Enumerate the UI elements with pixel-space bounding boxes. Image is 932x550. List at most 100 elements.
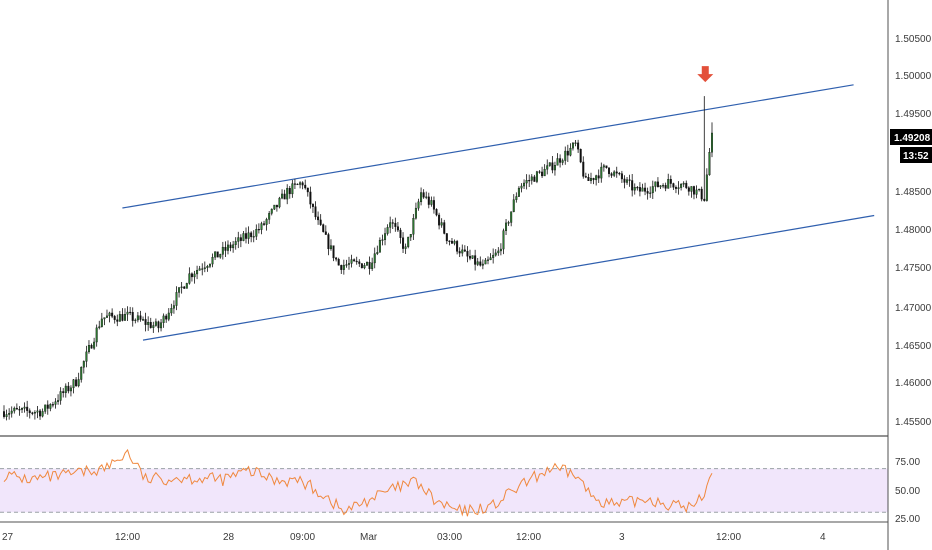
candle — [438, 212, 441, 230]
candle — [574, 140, 577, 147]
time-tick-label: 12:00 — [716, 532, 741, 543]
candle — [368, 256, 371, 275]
candle — [69, 385, 72, 397]
candle — [44, 404, 47, 414]
candle — [139, 310, 142, 322]
time-axis[interactable]: 27 12:00 28 09:00 Mar 03:00 12:00 3 12:0… — [2, 532, 826, 543]
candle — [291, 179, 294, 198]
candle — [366, 261, 369, 266]
candle — [389, 216, 392, 234]
rsi-line — [3, 448, 713, 517]
candle — [608, 167, 611, 178]
rsi-band — [0, 468, 888, 513]
candle — [239, 234, 242, 248]
candle — [551, 156, 554, 174]
candle — [656, 177, 659, 188]
candle — [167, 308, 170, 322]
candle — [698, 188, 701, 192]
candle — [386, 224, 389, 236]
candle — [695, 185, 698, 199]
candle — [15, 403, 18, 410]
candle — [147, 316, 150, 331]
candle — [384, 227, 387, 246]
candle — [402, 232, 405, 254]
candle — [311, 203, 314, 213]
candle — [293, 178, 296, 189]
candle — [306, 187, 309, 197]
candle — [590, 172, 592, 184]
candle — [165, 313, 168, 323]
candle — [31, 411, 34, 416]
candle — [667, 173, 670, 189]
candle — [682, 181, 685, 188]
candle — [561, 158, 564, 166]
candle — [654, 181, 657, 192]
candle — [502, 228, 505, 255]
candle — [420, 187, 423, 206]
candle — [499, 243, 502, 256]
countdown-tag: 13:52 — [900, 147, 932, 163]
candle — [175, 286, 178, 311]
candle — [440, 218, 443, 228]
candle — [595, 174, 598, 186]
candle — [33, 410, 36, 420]
candle — [435, 208, 438, 217]
candle — [458, 247, 461, 258]
candle — [103, 317, 106, 326]
time-tick-label: 4 — [820, 532, 826, 543]
candle — [417, 198, 420, 211]
price-tick-label: 1.48500 — [895, 187, 932, 198]
candle — [525, 174, 528, 190]
channel-lines[interactable] — [122, 84, 875, 341]
candle — [456, 239, 459, 255]
rsi-pane[interactable] — [0, 448, 888, 517]
rsi-tick-label: 50.00 — [895, 486, 920, 497]
candle — [461, 244, 464, 257]
price-tick-label: 1.50500 — [895, 34, 932, 45]
candle — [18, 406, 21, 416]
candle — [443, 219, 446, 235]
candle — [376, 245, 379, 256]
candle — [646, 187, 649, 200]
candle — [353, 258, 356, 262]
candle — [281, 189, 284, 200]
candle — [219, 253, 222, 259]
candle — [399, 227, 402, 244]
candle — [286, 184, 289, 205]
candle — [196, 265, 199, 280]
candle — [445, 233, 448, 245]
arrow-down-icon — [697, 66, 714, 83]
candle — [36, 405, 39, 419]
candle — [149, 317, 152, 329]
channel-support[interactable] — [142, 214, 875, 341]
candle — [664, 182, 667, 192]
price-tick-label: 1.47500 — [895, 263, 932, 274]
candle — [680, 183, 683, 191]
candle — [692, 185, 695, 200]
candle — [494, 249, 497, 257]
price-pane[interactable] — [3, 66, 875, 421]
candle — [489, 253, 492, 261]
rsi-axis[interactable]: 75.00 50.00 25.00 — [895, 457, 920, 525]
candle — [463, 245, 466, 252]
current-price-tag: 1.49208 — [890, 129, 932, 145]
candle — [425, 191, 428, 200]
candle — [46, 400, 49, 415]
price-tick-label: 1.46500 — [895, 341, 932, 352]
candle — [301, 181, 304, 190]
candle — [546, 159, 549, 175]
candle — [111, 308, 114, 319]
candle — [690, 186, 693, 198]
candle — [404, 243, 407, 254]
candle — [618, 171, 621, 176]
channel-resistance[interactable] — [122, 84, 854, 209]
candle — [615, 166, 618, 178]
candle — [278, 196, 281, 209]
price-axis[interactable]: 1.50500 1.50000 1.49500 1.48500 1.48000 … — [890, 34, 932, 428]
candle — [700, 186, 703, 202]
candle — [409, 234, 412, 241]
candle — [610, 172, 613, 178]
candle — [507, 220, 510, 226]
candle — [57, 394, 60, 405]
